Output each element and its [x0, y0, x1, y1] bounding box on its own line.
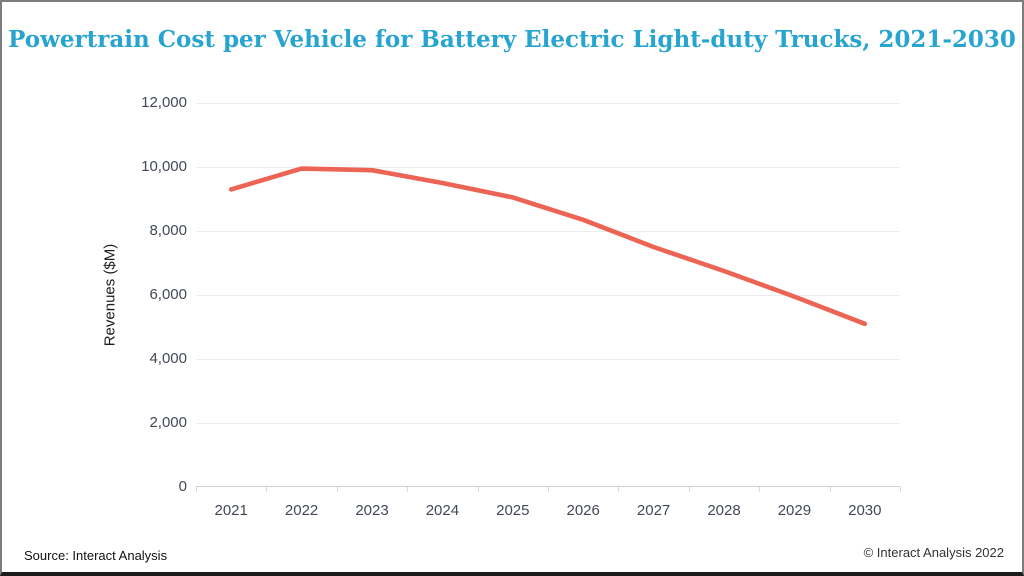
- x-axis-line: [196, 486, 900, 487]
- x-tick-label: 2027: [636, 502, 671, 519]
- x-tick-label: 2024: [425, 502, 460, 519]
- gridline: [196, 358, 900, 360]
- axis-tick: [759, 487, 761, 492]
- x-tick-label: 2025: [496, 502, 530, 519]
- axis-tick: [829, 487, 831, 492]
- axis-boundary-ticks: [196, 487, 901, 492]
- axis-tick: [618, 487, 620, 492]
- axis-tick: [196, 487, 197, 492]
- axis-tick: [900, 487, 901, 492]
- x-axis-ticks: 2021 2022 2023 2024 2025 2026 2027 2028 2029 2030: [196, 501, 900, 523]
- axis-tick: [407, 487, 409, 492]
- x-tick-label: 2022: [284, 502, 319, 519]
- gridline: [196, 422, 900, 424]
- axis-tick: [266, 487, 268, 492]
- y-tick-label: 4,000: [149, 350, 187, 367]
- x-tick-label: 2021: [214, 502, 248, 519]
- y-axis-ticks: 0 2,000 4,000 6,000 8,000 10,000 12,000: [72, 94, 187, 495]
- source-note: Source: Interact Analysis: [24, 548, 168, 563]
- axis-tick: [336, 487, 338, 492]
- gridline: [196, 166, 900, 168]
- y-tick-label: 2,000: [149, 414, 187, 431]
- revenue-line: [228, 166, 868, 327]
- axis-tick: [688, 487, 690, 492]
- y-tick-label: 0: [178, 478, 187, 495]
- x-tick-label: 2028: [707, 502, 741, 519]
- x-tick-label: 2030: [848, 502, 882, 519]
- axis-tick: [477, 487, 479, 492]
- y-tick-label: 12,000: [141, 94, 187, 111]
- copyright-note: © Interact Analysis 2022: [863, 545, 1004, 560]
- gridline: [196, 102, 900, 104]
- y-tick-label: 8,000: [149, 222, 187, 239]
- gridline: [196, 230, 900, 232]
- line-chart-canvas: [228, 166, 868, 327]
- x-tick-label: 2029: [777, 502, 812, 519]
- gridline: [196, 294, 900, 296]
- y-tick-label: 6,000: [149, 286, 187, 303]
- axis-tick: [548, 487, 549, 492]
- plot-area: [196, 102, 900, 487]
- y-tick-label: 10,000: [141, 158, 187, 175]
- x-tick-label: 2023: [355, 502, 389, 519]
- x-tick-label: 2026: [566, 502, 600, 519]
- chart-title: Powertrain Cost per Vehicle for Battery …: [8, 26, 1016, 53]
